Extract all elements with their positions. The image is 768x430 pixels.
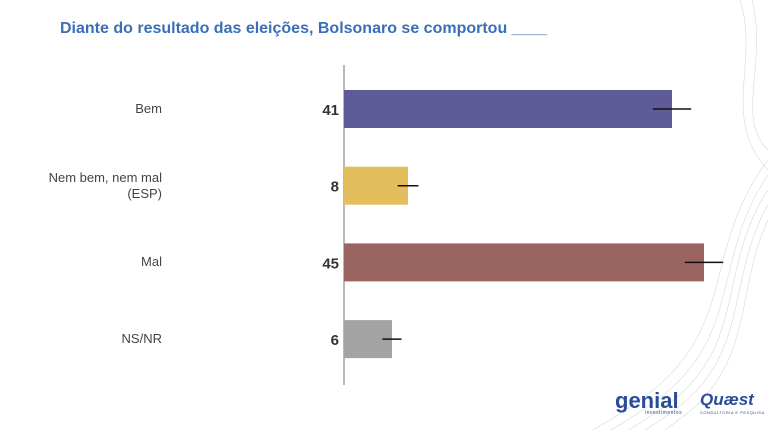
value-label: 45 [322,255,339,272]
bar [344,166,408,205]
value-label: 41 [322,102,339,119]
value-label: 8 [331,179,339,196]
logo-quaest: Quæst [700,390,754,409]
decor [540,0,768,430]
bar [344,243,704,282]
value-label: 6 [331,332,339,349]
category-label: Nem bem, nem mal (ESP) [48,169,162,201]
bar [344,90,672,128]
category-label: NS/NR [121,331,162,347]
logo-genial-sub: investimentos [645,410,683,416]
logo-quaest-sub: CONSULTORIA E PESQUISA [700,410,765,415]
category-label: Mal [141,254,162,270]
category-label: Bem [135,101,162,116]
logo-genial: genial [615,388,679,413]
chart-title: Diante do resultado das eleições, Bolson… [60,20,548,37]
